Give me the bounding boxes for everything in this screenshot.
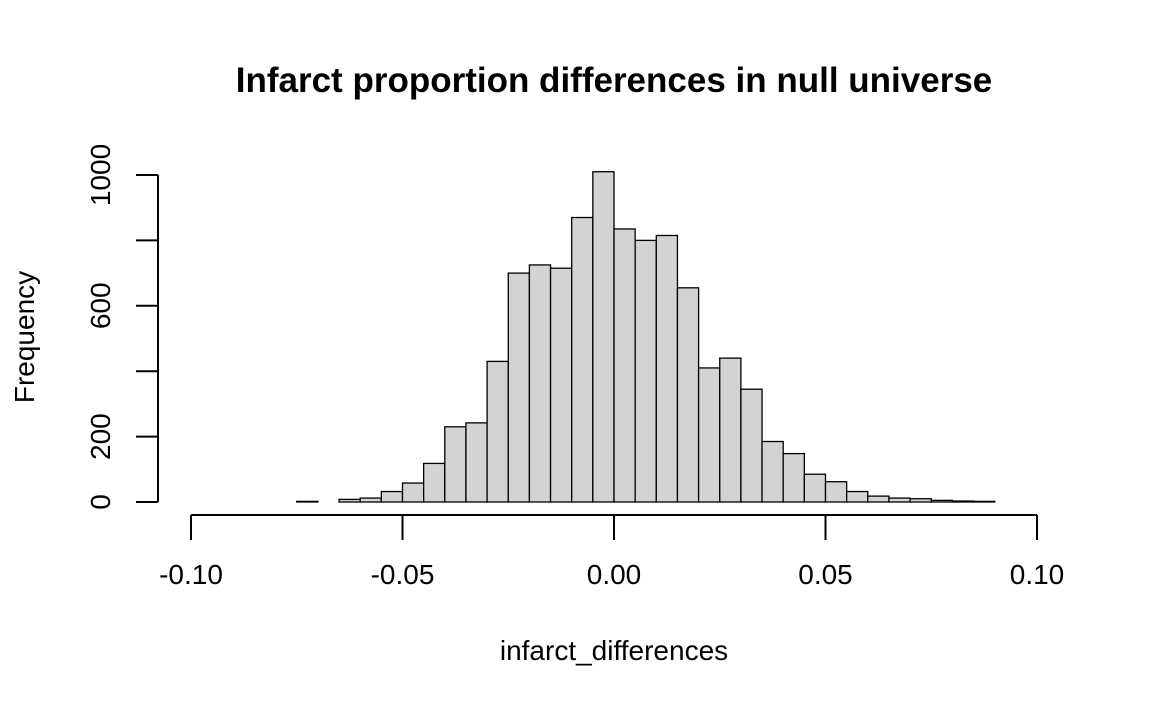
histogram-bar: [867, 495, 890, 503]
histogram-bar: [930, 499, 954, 503]
x-tick-label: 0.05: [798, 559, 853, 590]
histogram-bar: [909, 498, 932, 503]
histogram-bar: [676, 287, 700, 503]
histogram-bar: [697, 367, 721, 503]
y-tick-label: 1000: [85, 144, 116, 206]
histogram-bar: [296, 500, 319, 503]
y-tick-label: 600: [85, 282, 116, 329]
y-axis: 0 200 600 1000: [85, 144, 159, 510]
histogram-bar: [740, 388, 763, 503]
histogram-bar: [465, 422, 488, 503]
histogram-bar: [719, 357, 742, 503]
histogram-bar: [972, 500, 996, 503]
histogram-bar: [634, 239, 657, 503]
histogram-bar: [803, 473, 827, 503]
histogram-bar: [528, 264, 552, 503]
histogram-bar: [782, 452, 806, 503]
histogram-bar: [846, 490, 869, 503]
histogram-bar: [761, 440, 784, 503]
histogram-bar: [655, 234, 679, 503]
y-tick-label: 200: [85, 413, 116, 460]
histogram-bar: [380, 490, 404, 503]
histogram-bar: [613, 228, 636, 503]
histogram-bar: [824, 481, 848, 503]
histogram-bar: [401, 482, 425, 503]
histogram-bar: [486, 360, 509, 503]
histogram-bar: [888, 497, 911, 503]
x-axis: -0.10 -0.05 0.00 0.05 0.10: [159, 514, 1065, 590]
x-tick-label: -0.10: [159, 559, 223, 590]
histogram-bar: [507, 272, 531, 503]
x-tick-label: 0.00: [587, 559, 642, 590]
y-axis-label: Frequency: [9, 271, 40, 403]
histogram-bar: [571, 216, 594, 503]
histogram-bar: [422, 462, 446, 503]
histogram-bar: [951, 500, 975, 503]
x-tick-label: -0.05: [371, 559, 435, 590]
x-tick-label: 0.10: [1010, 559, 1065, 590]
histogram-bar: [338, 498, 361, 503]
x-axis-label: infarct_differences: [500, 635, 728, 666]
histogram-bar: [592, 171, 615, 503]
histogram-bar: [549, 267, 573, 503]
chart-title: Infarct proportion differences in null u…: [236, 61, 993, 100]
histogram-bar: [444, 426, 467, 503]
bars-group: [296, 171, 996, 503]
histogram-bar: [359, 497, 383, 503]
y-tick-label: 0: [85, 494, 116, 510]
